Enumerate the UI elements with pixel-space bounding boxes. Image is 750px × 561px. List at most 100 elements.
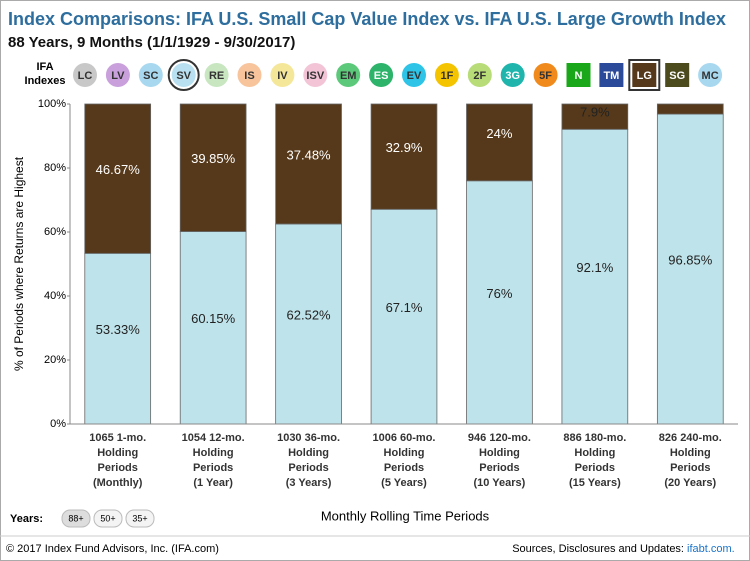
index-button-label[interactable]: TM: [603, 70, 619, 82]
year-button-label[interactable]: 35+: [132, 513, 147, 523]
x-tick-label: (5 Years): [381, 477, 427, 489]
copyright: © 2017 Index Fund Advisors, Inc. (IFA.co…: [6, 543, 219, 555]
y-axis-label: % of Periods where Returns are Highest: [12, 156, 26, 371]
index-button-label[interactable]: 1F: [440, 70, 453, 82]
index-button-label[interactable]: ISV: [306, 70, 324, 82]
index-button[interactable]: [303, 63, 328, 87]
year-button[interactable]: [93, 509, 123, 528]
index-button-label[interactable]: SV: [176, 70, 191, 82]
x-tick-label: (1 Year): [193, 477, 233, 489]
index-button[interactable]: [632, 63, 657, 87]
index-button[interactable]: [171, 63, 196, 87]
index-button[interactable]: [434, 63, 459, 87]
index-button-label[interactable]: IV: [277, 70, 288, 82]
index-button-label[interactable]: SC: [143, 70, 158, 82]
value-label: 39.85%: [191, 151, 236, 166]
index-button[interactable]: [237, 63, 262, 87]
x-tick-label: Holding: [479, 447, 520, 459]
index-button-label[interactable]: 5F: [539, 70, 552, 82]
index-button[interactable]: [566, 63, 591, 87]
index-button[interactable]: [270, 63, 295, 87]
index-button-label[interactable]: EM: [340, 70, 357, 82]
index-button-label[interactable]: RE: [209, 70, 224, 82]
bar-segment: [561, 103, 629, 130]
subtitle: 88 Years, 9 Months (1/1/1929 - 9/30/2017…: [8, 34, 295, 51]
selected-ring: [167, 59, 200, 91]
x-tick-label: Holding: [288, 447, 329, 459]
x-tick-label: Periods: [575, 462, 615, 474]
year-button[interactable]: [125, 509, 155, 528]
bar-segment: [275, 223, 342, 425]
link[interactable]: ifabt.com.: [687, 543, 735, 555]
index-button[interactable]: [73, 63, 97, 87]
index-button[interactable]: [665, 63, 690, 87]
y-tick-label: 0%: [50, 418, 66, 430]
index-button[interactable]: [336, 63, 361, 87]
index-button-label[interactable]: EV: [407, 70, 422, 82]
x-tick-label: 1054 12-mo.: [182, 432, 245, 444]
year-button-label[interactable]: 50+: [100, 513, 115, 523]
year-button[interactable]: [61, 509, 91, 528]
index-button[interactable]: [402, 63, 426, 87]
x-tick-label: Periods: [193, 462, 233, 474]
bar-segment: [466, 103, 533, 182]
y-tick-label: 80%: [44, 162, 66, 174]
index-button[interactable]: [105, 63, 130, 87]
bar-segment: [656, 113, 724, 425]
bar-segment: [656, 103, 724, 115]
index-button[interactable]: [369, 63, 394, 87]
x-tick-label: 886 180-mo.: [563, 432, 626, 444]
x-tick-label: (10 Years): [474, 477, 526, 489]
value-label: 67.1%: [386, 300, 423, 315]
index-button[interactable]: [138, 63, 163, 87]
index-button[interactable]: [698, 63, 723, 87]
year-button-label[interactable]: 88+: [68, 513, 83, 523]
x-tick-label: Holding: [97, 447, 138, 459]
indexes-label: IFA: [36, 61, 53, 73]
y-tick-label: 60%: [44, 226, 66, 238]
bar-segment: [84, 252, 152, 425]
bar-segment: [561, 128, 629, 425]
index-button-label[interactable]: LC: [78, 70, 93, 82]
index-button-label[interactable]: SG: [669, 70, 685, 82]
value-label: 76%: [486, 286, 512, 301]
x-tick-label: (15 Years): [569, 477, 621, 489]
index-button-label[interactable]: LG: [637, 70, 652, 82]
index-button[interactable]: [599, 63, 624, 87]
bar-segment: [179, 103, 247, 232]
bar-segment: [275, 103, 342, 225]
x-tick-label: (3 Years): [286, 477, 332, 489]
index-button[interactable]: [533, 63, 558, 87]
y-tick-label: 100%: [38, 98, 66, 110]
x-tick-label: Periods: [670, 462, 710, 474]
index-button-label[interactable]: N: [575, 70, 583, 82]
index-button[interactable]: [467, 63, 492, 87]
index-button[interactable]: [204, 63, 229, 87]
bar-segment: [84, 103, 152, 254]
value-label: 62.52%: [287, 307, 332, 322]
x-tick-label: Holding: [574, 447, 615, 459]
x-tick-label: Periods: [288, 462, 328, 474]
x-tick-label: 946 120-mo.: [468, 432, 531, 444]
index-button-label[interactable]: 2F: [473, 70, 486, 82]
index-button[interactable]: [500, 63, 525, 87]
index-button-label[interactable]: 3G: [505, 70, 520, 82]
years-label: Years:: [10, 513, 43, 525]
indexes-label: Indexes: [25, 75, 66, 87]
index-button-label[interactable]: LV: [111, 70, 125, 82]
index-button-label[interactable]: IS: [244, 70, 254, 82]
index-button-label[interactable]: ES: [374, 70, 389, 82]
x-tick-label: Holding: [384, 447, 425, 459]
x-tick-label: Holding: [193, 447, 234, 459]
value-label: 24%: [486, 126, 512, 141]
value-label: 92.1%: [576, 260, 613, 275]
value-label: 60.15%: [191, 311, 236, 326]
index-button-label[interactable]: MC: [702, 70, 719, 82]
x-tick-label: (Monthly): [93, 477, 143, 489]
x-tick-label: Periods: [384, 462, 424, 474]
value-label: 46.67%: [96, 162, 141, 177]
bar-segment: [370, 103, 438, 210]
bar-segment: [466, 180, 533, 425]
x-tick-label: 1065 1-mo.: [89, 432, 146, 444]
value-label: 7.9%: [580, 104, 610, 119]
